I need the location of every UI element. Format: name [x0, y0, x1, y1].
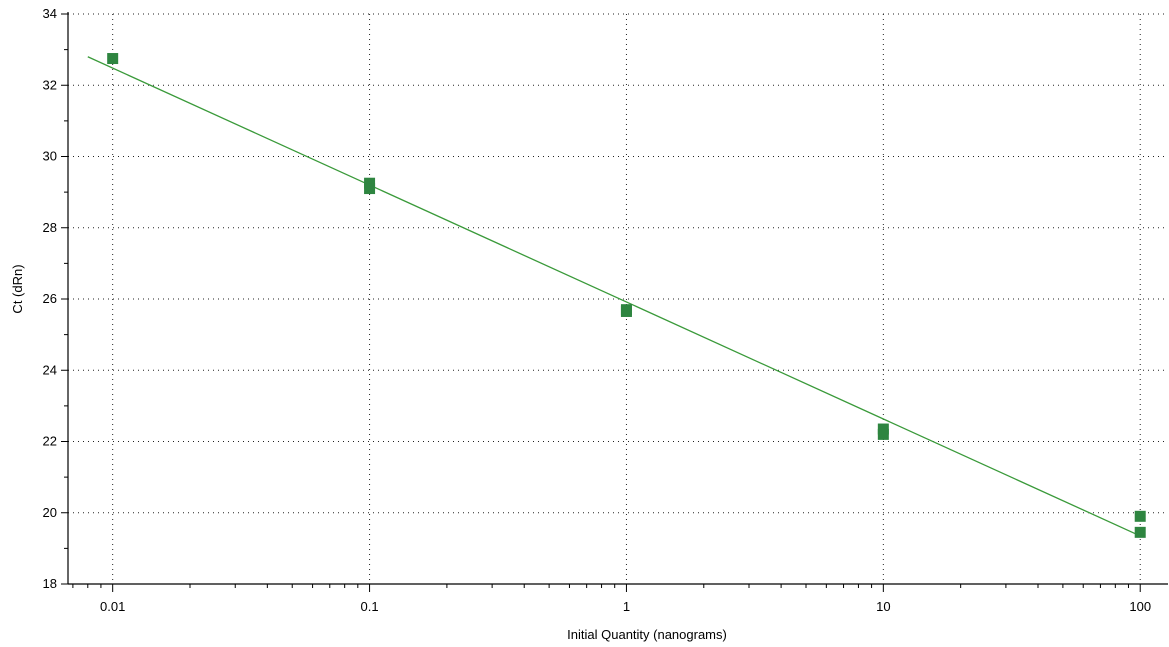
data-point: [1134, 510, 1146, 522]
x-axis-label: Initial Quantity (nanograms): [567, 627, 727, 642]
y-tick-label: 30: [43, 149, 57, 164]
y-tick-label: 28: [43, 220, 57, 235]
y-tick-label: 32: [43, 77, 57, 92]
y-tick-label: 26: [43, 291, 57, 306]
axes: [67, 12, 1168, 585]
fit-line: [87, 56, 1141, 537]
data-point: [364, 183, 376, 195]
y-axis-label: Ct (dRn): [10, 264, 25, 313]
data-point: [620, 305, 632, 317]
data-points: [107, 53, 1146, 538]
fit-line-group: [87, 56, 1141, 537]
grid: [68, 13, 1166, 584]
data-point: [107, 53, 119, 65]
y-tick-label: 22: [43, 434, 57, 449]
data-point: [1134, 526, 1146, 538]
x-axis-ticks: 0.01 0.1 1 10 100: [72, 584, 1151, 614]
data-point: [877, 428, 889, 440]
x-tick-label: 1: [623, 599, 630, 614]
x-tick-label: 10: [876, 599, 890, 614]
y-axis-ticks: 18 20 22 24 26 28 30 32 34: [43, 6, 68, 591]
x-tick-label: 0.01: [100, 599, 125, 614]
y-tick-label: 24: [43, 362, 57, 377]
y-tick-label: 18: [43, 576, 57, 591]
y-tick-label: 20: [43, 505, 57, 520]
y-tick-label: 34: [43, 6, 57, 21]
x-tick-label: 100: [1129, 599, 1151, 614]
x-tick-label: 0.1: [361, 599, 379, 614]
